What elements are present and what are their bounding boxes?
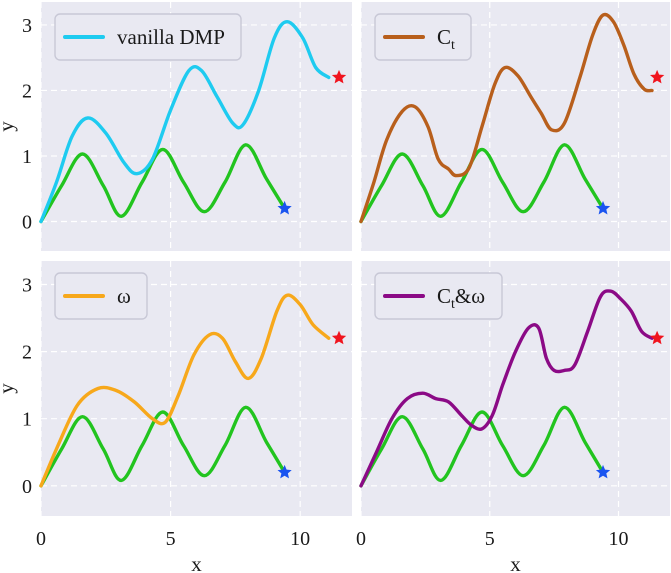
y-tick-label: 1 <box>22 409 32 431</box>
goal-star-marker <box>331 330 347 345</box>
legend-box <box>374 272 503 320</box>
chart-panel-2: Ct <box>359 2 670 251</box>
legend: Ct <box>374 13 472 61</box>
chart-panel-4: 0 5 10 x Ct&ω <box>356 261 670 573</box>
x-axis-label: x <box>191 552 202 573</box>
dmp-trajectory-line <box>359 289 654 488</box>
dmp-trajectory-line <box>359 12 654 224</box>
x-tick-label: 10 <box>290 528 310 550</box>
goal-star-marker <box>650 330 665 345</box>
legend-label: ω <box>117 284 131 308</box>
y-tick-label: 0 <box>22 476 32 498</box>
legend-label-main: vanilla DMP <box>117 25 225 49</box>
start-star-marker <box>277 200 292 215</box>
goal-star-marker <box>650 69 665 84</box>
legend-label-main: C <box>437 25 451 49</box>
legend: vanilla DMP <box>54 13 242 61</box>
legend: ω <box>54 272 148 320</box>
chart-panel-3: 0 1 2 3 0 5 10 y x ω <box>0 261 352 573</box>
dmp-trajectory-line <box>39 293 331 488</box>
y-axis-label: y <box>0 121 18 132</box>
x-tick-label: 0 <box>356 528 366 550</box>
x-tick-label: 5 <box>485 528 495 550</box>
y-tick-label: 0 <box>22 212 32 234</box>
x-tick-label: 10 <box>609 528 629 550</box>
legend-label: Ct&ω <box>437 284 485 312</box>
legend: Ct&ω <box>374 272 503 320</box>
legend-label: vanilla DMP <box>117 25 225 49</box>
x-tick-label: 5 <box>166 528 176 550</box>
reference-trajectory-line <box>39 405 287 488</box>
y-tick-label: 2 <box>22 342 32 364</box>
legend-box <box>54 13 242 61</box>
reference-trajectory-line <box>359 143 605 224</box>
legend-label-main: ω <box>117 284 131 308</box>
y-tick-label: 3 <box>22 15 32 37</box>
legend-label-main: C <box>437 284 451 308</box>
x-axis-label: x <box>510 552 521 573</box>
start-star-marker <box>595 200 611 215</box>
y-tick-label: 3 <box>22 274 32 296</box>
reference-trajectory-line <box>39 143 287 224</box>
legend-label-subscript: t <box>451 297 455 312</box>
dmp-trajectory-line <box>39 20 331 224</box>
reference-trajectory-line <box>359 405 605 488</box>
chart-panel-1: 0 1 2 3 y vanilla DMP <box>0 2 352 251</box>
start-star-marker <box>277 464 292 479</box>
goal-star-marker <box>331 69 347 84</box>
x-tick-label: 0 <box>36 528 46 550</box>
legend-label: Ct <box>437 25 455 53</box>
y-tick-label: 1 <box>22 146 32 168</box>
start-star-marker <box>595 464 611 479</box>
y-tick-label: 2 <box>22 80 32 102</box>
legend-label-tail: &ω <box>455 284 485 308</box>
y-axis-label: y <box>0 383 18 394</box>
legend-label-subscript: t <box>451 38 455 53</box>
